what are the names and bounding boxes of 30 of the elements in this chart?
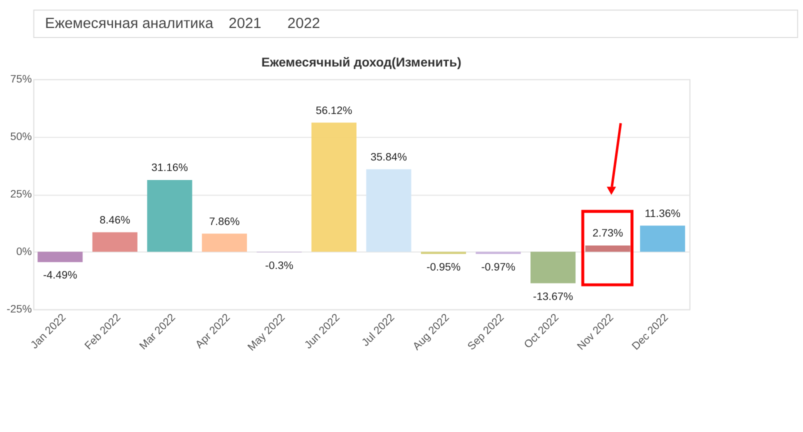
bar [585, 245, 630, 252]
y-tick-label: 0% [16, 246, 32, 258]
bar [530, 252, 576, 284]
data-label: -0.97% [481, 262, 516, 274]
data-label: 11.36% [644, 208, 681, 220]
data-label: 56.12% [316, 104, 353, 117]
y-tick-label: 75% [10, 74, 32, 86]
y-tick-label: -25% [6, 304, 32, 316]
y-tick-label: 50% [10, 131, 32, 144]
data-label: 7.86% [209, 216, 240, 228]
data-label: -13.67% [532, 290, 574, 303]
text: Ежемесячная аналитика [45, 16, 214, 32]
data-label: -4.49% [43, 270, 78, 282]
bar [38, 252, 83, 262]
data-label: -0.95% [426, 262, 461, 274]
bar [640, 226, 686, 252]
bar [202, 234, 247, 252]
text: 2022 [287, 16, 320, 32]
bar [92, 232, 138, 252]
bar [147, 180, 192, 252]
bar [366, 169, 412, 252]
data-label: 2.73% [592, 228, 624, 240]
data-label: 35.84% [370, 151, 408, 164]
y-tick-label: 25% [10, 188, 32, 201]
chart-title: Ежемесячный доход(Изменить) [261, 54, 462, 70]
data-label: 8.46% [100, 214, 131, 226]
data-label: -0.3% [265, 260, 294, 272]
data-label: 31.16% [151, 162, 188, 174]
bar [311, 122, 356, 252]
text: 2021 [228, 16, 262, 32]
